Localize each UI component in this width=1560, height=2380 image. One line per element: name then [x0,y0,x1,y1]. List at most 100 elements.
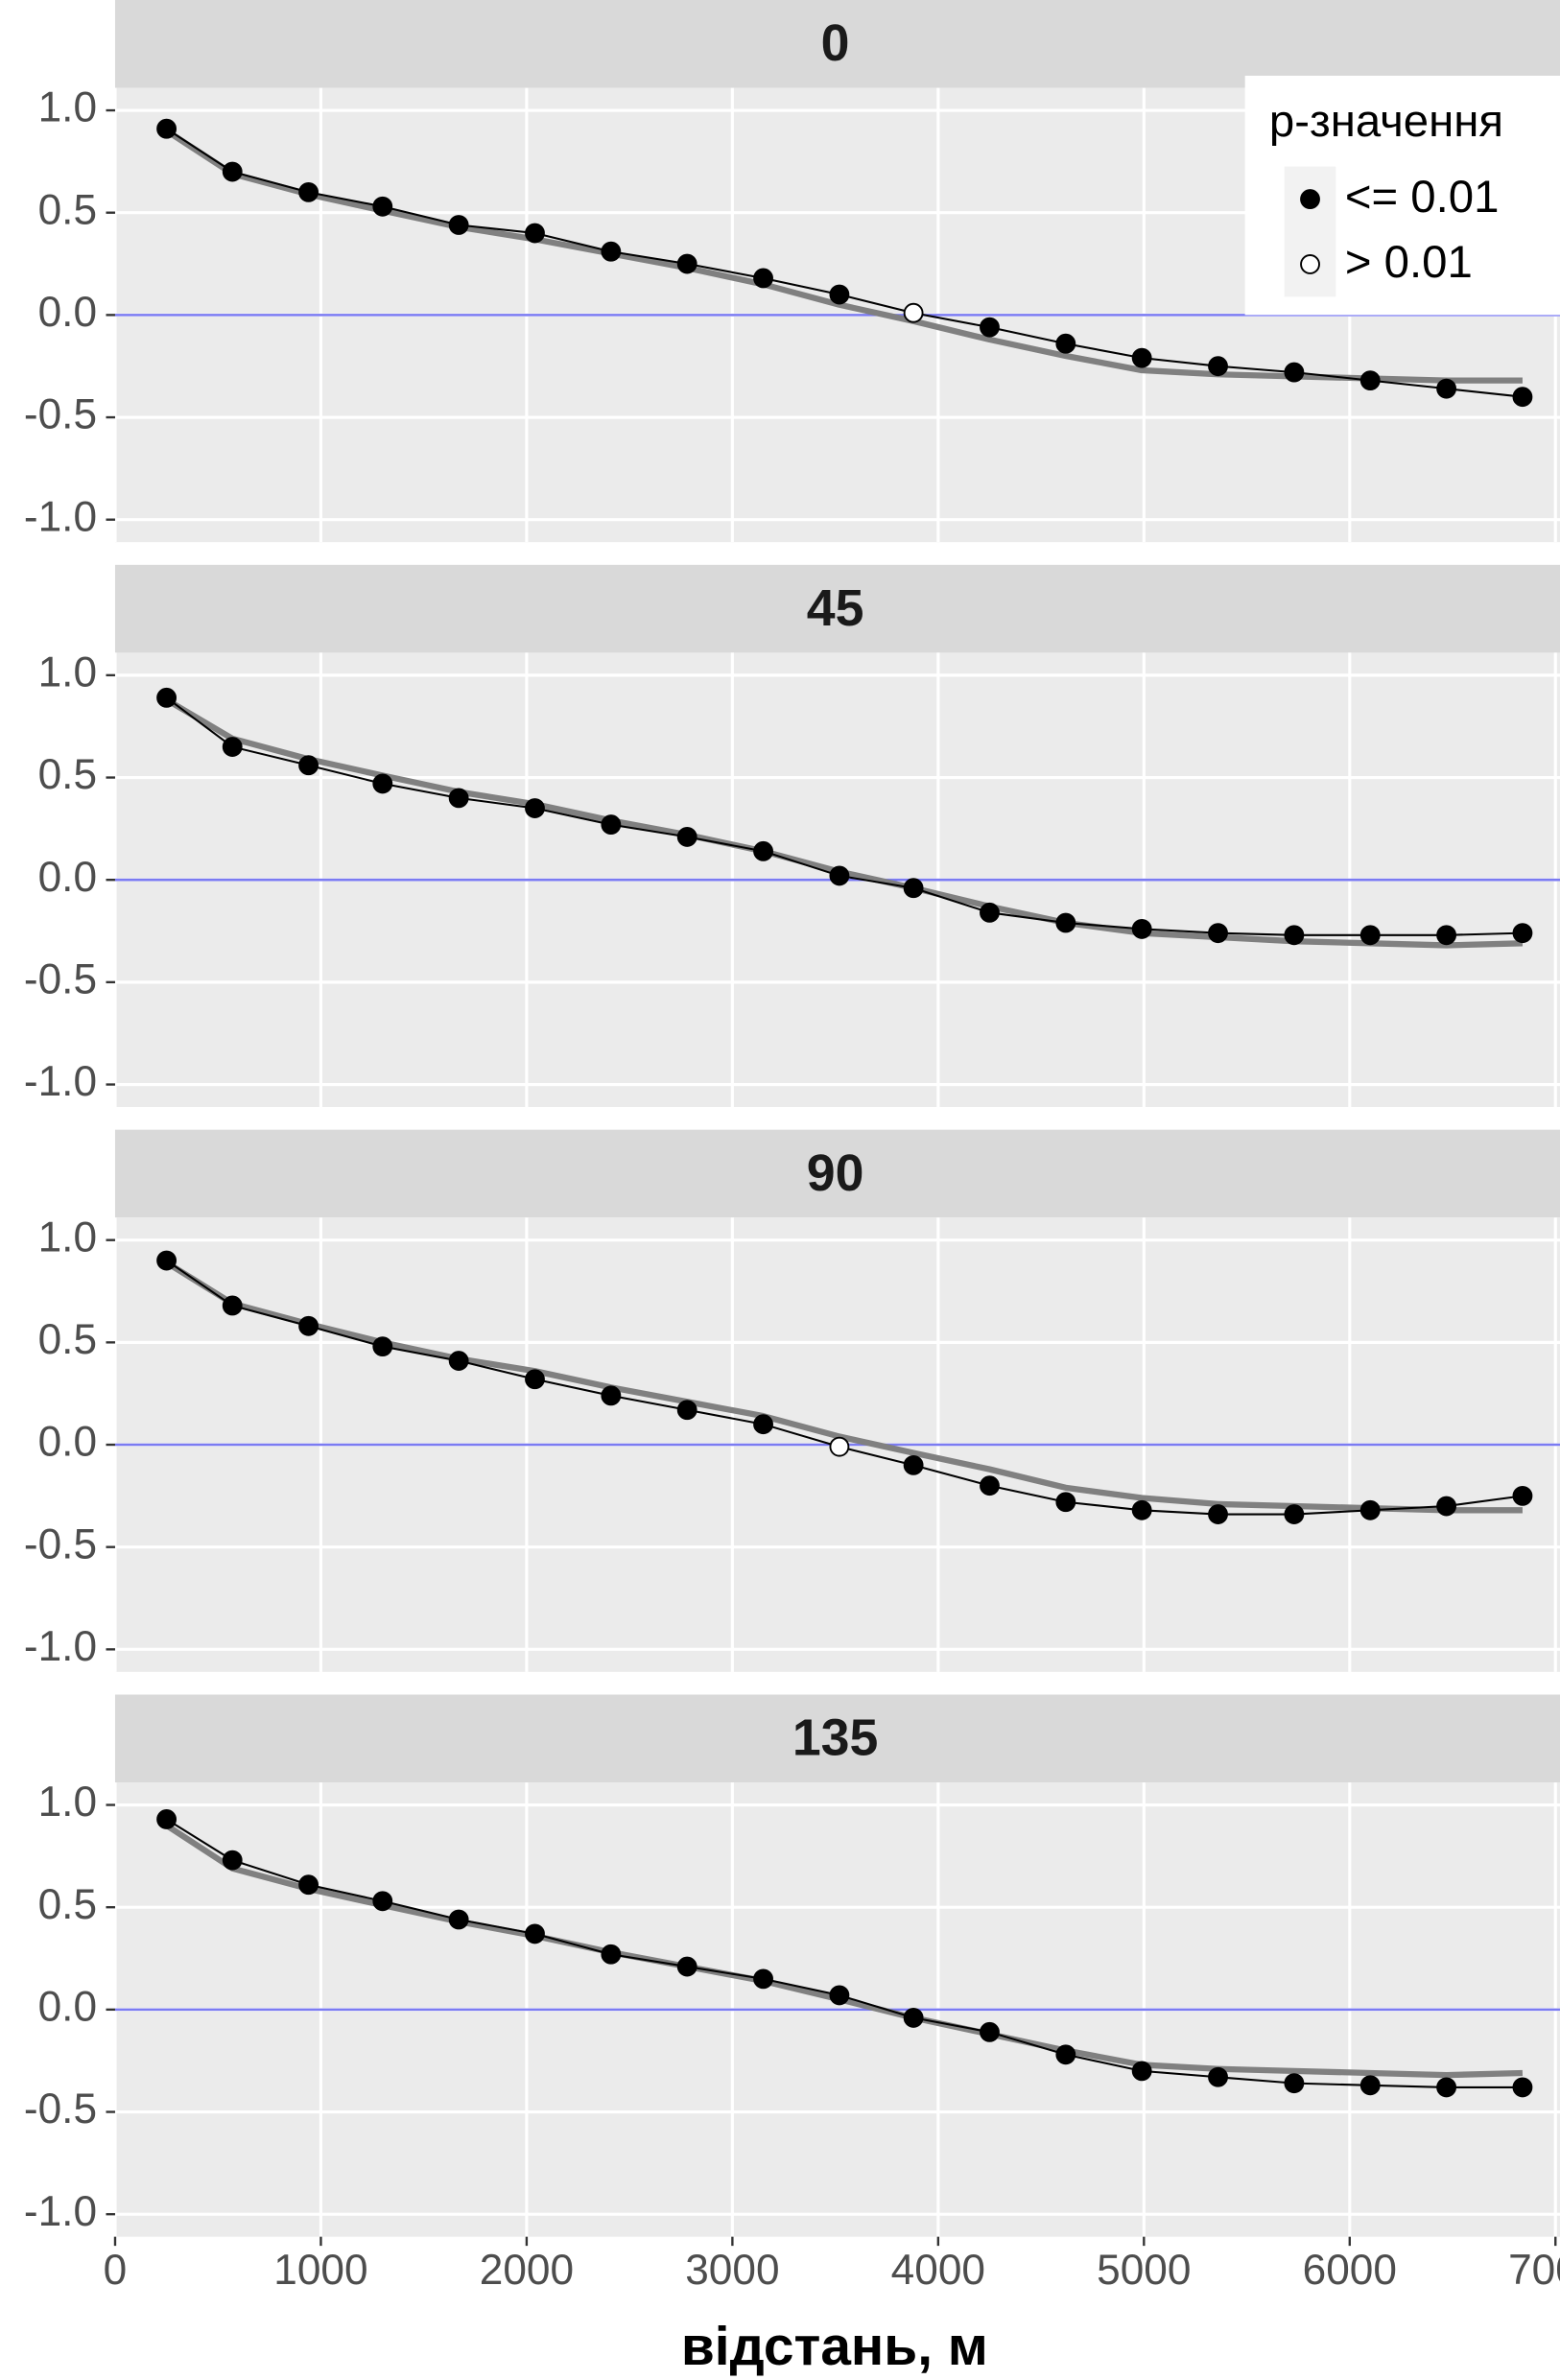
data-point [1359,2075,1381,2096]
y-tick-label: -1.0 [24,493,97,540]
data-point [829,865,850,886]
data-point [829,1985,850,2006]
x-tick-label: 2000 [480,2247,574,2294]
x-tick-label: 1000 [273,2247,367,2294]
y-tick-label: -0.5 [24,956,97,1003]
data-point [1284,362,1305,383]
data-point [753,840,773,861]
data-point [1055,1492,1076,1513]
data-point [372,1891,393,1912]
x-tick-label: 0 [104,2247,128,2294]
strip-title: 90 [807,1144,864,1202]
data-point [448,215,469,235]
y-tick-label: -1.0 [24,1623,97,1670]
y-tick-label: -0.5 [24,1520,97,1567]
data-point [1284,2073,1305,2094]
data-point [1055,333,1076,354]
data-point [903,878,924,899]
strip [114,564,1560,653]
data-point [222,161,243,182]
y-tick-label: 0.5 [38,751,97,798]
data-point [980,902,1000,923]
legend-marker [1300,254,1320,274]
legend-label: > 0.01 [1345,237,1473,288]
data-point [1131,347,1152,368]
data-point [829,284,850,305]
data-point [753,1968,773,1990]
data-point [156,687,177,708]
data-point [1512,2077,1533,2098]
legend-title: р-значення [1269,96,1503,147]
strip-title: 0 [821,14,850,72]
y-tick-label: 1.0 [38,649,97,696]
legend-label: <= 0.01 [1345,172,1500,223]
data-point [525,223,545,244]
data-point [1284,925,1305,946]
y-tick-label: 0.0 [38,854,97,901]
data-point [448,1351,469,1371]
strip [114,1129,1560,1218]
data-point [372,773,393,794]
data-point [448,1909,469,1930]
x-tick-label: 5000 [1097,2247,1191,2294]
data-point [1436,378,1457,399]
x-axis-title: відстань, м [681,2317,988,2377]
data-point [525,1369,545,1390]
y-tick-label: -1.0 [24,2188,97,2235]
data-point [222,1295,243,1316]
y-tick-label: -0.5 [24,391,97,438]
data-point [1512,387,1533,408]
data-point [980,1475,1000,1496]
data-point [980,317,1000,338]
x-tick-label: 3000 [685,2247,779,2294]
x-tick-label: 4000 [891,2247,985,2294]
legend-marker [1300,189,1320,210]
data-point [1131,1499,1152,1520]
data-point [1359,370,1381,391]
data-point [676,1400,697,1421]
data-point [1284,1504,1305,1524]
strip [114,1694,1560,1783]
data-point [753,268,773,289]
y-tick-label: 0.5 [38,1316,97,1363]
strip-title: 135 [792,1709,879,1767]
y-tick-label: 1.0 [38,1779,97,1826]
data-point [448,788,469,809]
data-point [298,755,319,776]
data-point [298,1315,319,1336]
data-point [525,1923,545,1944]
data-point [1208,1504,1228,1524]
data-point [222,737,243,757]
data-point [753,1414,773,1435]
data-point [1208,2066,1228,2087]
data-point [903,2007,924,2028]
x-tick-label: 6000 [1303,2247,1397,2294]
y-tick-label: 0.5 [38,186,97,233]
data-point [1359,925,1381,946]
data-point [601,241,622,262]
data-point [676,253,697,274]
data-point [222,1850,243,1871]
data-point [601,814,622,836]
data-point [156,1250,177,1271]
data-point [1512,1485,1533,1506]
data-point [1359,1499,1381,1520]
data-point [829,1436,850,1457]
data-point [601,1385,622,1406]
y-tick-label: 0.0 [38,289,97,336]
strip [114,0,1560,88]
data-point [1208,356,1228,377]
y-tick-label: 1.0 [38,84,97,131]
data-point [601,1944,622,1965]
y-tick-label: 1.0 [38,1214,97,1261]
data-point [156,1809,177,1829]
data-point [298,1874,319,1896]
data-point [372,1336,393,1357]
y-tick-label: 0.5 [38,1881,97,1928]
y-tick-label: 0.0 [38,1419,97,1466]
y-tick-label: -0.5 [24,2085,97,2133]
data-point [372,196,393,217]
data-point [903,302,924,323]
data-point [676,1956,697,1977]
